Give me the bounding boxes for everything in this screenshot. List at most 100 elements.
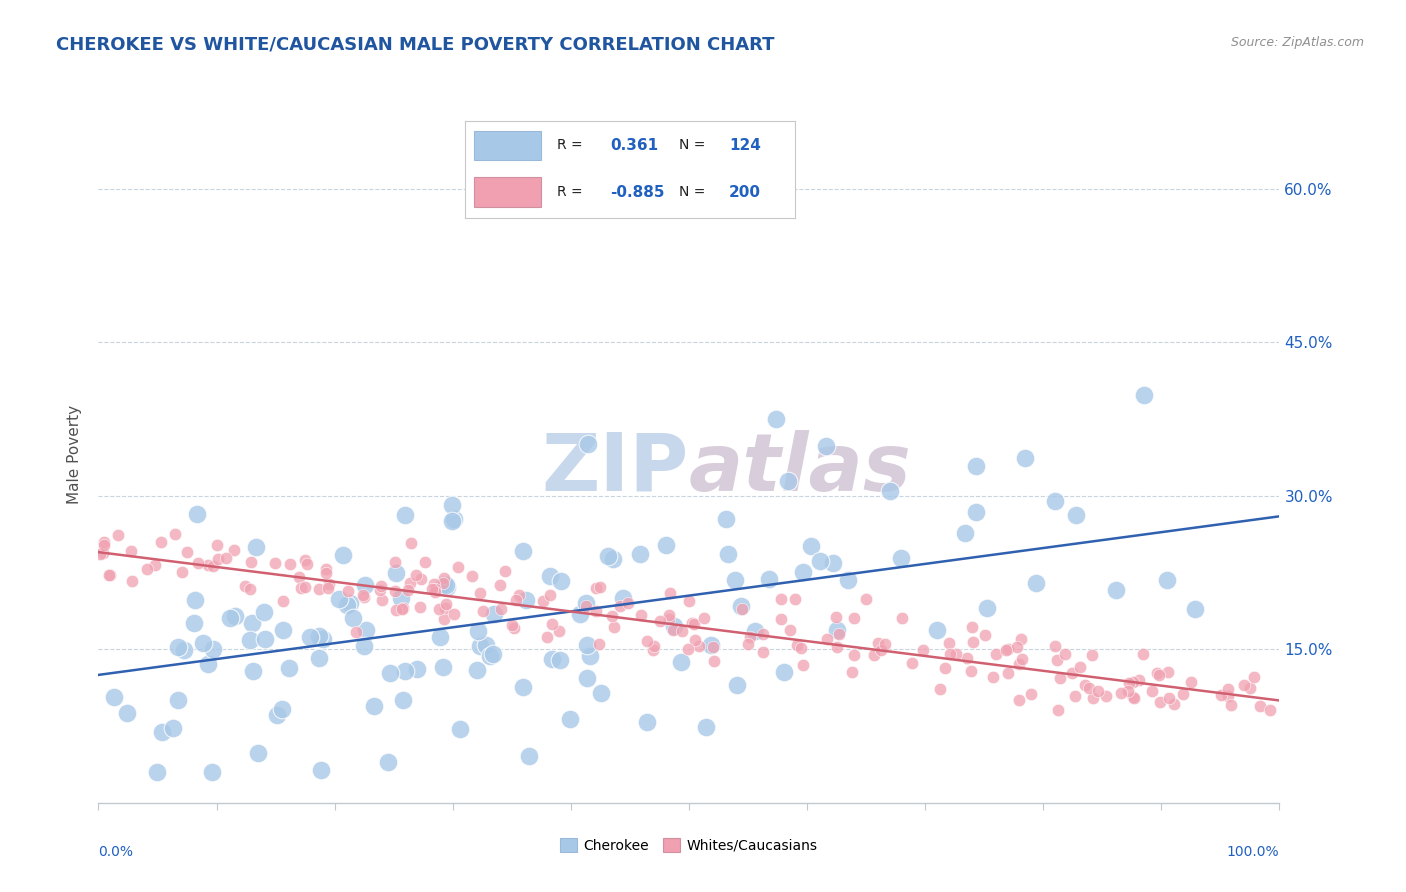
Text: atlas: atlas <box>689 430 911 508</box>
Point <box>939 648 962 662</box>
Point <box>384 583 406 598</box>
Point <box>1060 666 1083 681</box>
Point <box>186 507 208 521</box>
Point <box>550 574 572 588</box>
Point <box>1069 660 1091 674</box>
Point <box>432 575 454 590</box>
Point <box>960 620 983 634</box>
Point <box>443 512 465 526</box>
Point <box>316 581 339 595</box>
Point <box>505 592 527 607</box>
Point <box>294 553 316 567</box>
Point <box>560 712 582 726</box>
Point <box>290 581 312 595</box>
Point <box>377 755 399 769</box>
Point <box>405 662 427 676</box>
Point <box>150 535 173 549</box>
Point <box>792 566 814 580</box>
Point <box>815 439 838 453</box>
Point <box>91 546 114 560</box>
Point <box>1046 653 1069 667</box>
Point <box>368 582 391 597</box>
Point <box>337 583 360 598</box>
Point <box>1043 639 1066 653</box>
Point <box>901 657 924 671</box>
Point <box>576 671 599 685</box>
Point <box>392 601 415 615</box>
Point <box>245 540 267 554</box>
Point <box>912 642 935 657</box>
Point <box>277 661 299 675</box>
Point <box>427 602 450 616</box>
Point <box>1014 450 1036 465</box>
Point <box>790 640 813 655</box>
Point <box>773 665 796 680</box>
Point <box>568 607 591 621</box>
Point <box>1122 690 1144 705</box>
Point <box>575 599 598 614</box>
Point <box>315 566 337 581</box>
Point <box>550 652 572 666</box>
Point <box>636 715 658 730</box>
Point <box>541 617 564 632</box>
Point <box>482 607 505 622</box>
Point <box>962 635 984 649</box>
Point <box>423 577 446 591</box>
Point <box>115 706 138 720</box>
Point <box>752 626 775 640</box>
Point <box>266 707 288 722</box>
Point <box>576 437 599 451</box>
Point <box>617 596 640 610</box>
Point <box>1128 673 1150 688</box>
Point <box>591 685 613 699</box>
Point <box>270 702 292 716</box>
Point <box>1147 668 1170 682</box>
Point <box>429 630 451 644</box>
Point <box>173 643 195 657</box>
Point <box>394 508 416 522</box>
Y-axis label: Male Poverty: Male Poverty <box>67 405 83 505</box>
Point <box>1053 647 1076 661</box>
Point <box>844 611 866 625</box>
Point <box>1083 691 1105 706</box>
Point <box>1171 687 1194 701</box>
Point <box>1010 632 1032 646</box>
Point <box>1008 693 1031 707</box>
Point <box>825 640 848 655</box>
Point <box>842 648 865 663</box>
Point <box>1249 698 1271 713</box>
Point <box>685 633 707 648</box>
Point <box>538 588 561 602</box>
Text: CHEROKEE VS WHITE/CAUCASIAN MALE POVERTY CORRELATION CHART: CHEROKEE VS WHITE/CAUCASIAN MALE POVERTY… <box>56 36 775 54</box>
Point <box>1157 665 1180 679</box>
Point <box>396 582 419 597</box>
Point <box>242 665 264 679</box>
Point <box>1218 682 1240 697</box>
Point <box>336 599 359 613</box>
Point <box>1011 652 1033 666</box>
Point <box>994 642 1017 657</box>
Point <box>1047 703 1070 717</box>
Point <box>1025 576 1047 591</box>
Point <box>440 514 463 528</box>
Point <box>184 592 207 607</box>
Point <box>637 633 659 648</box>
Point <box>693 611 716 625</box>
Point <box>717 547 740 561</box>
Point <box>630 608 652 623</box>
Point <box>765 412 787 426</box>
Point <box>163 527 186 541</box>
Point <box>825 610 848 624</box>
Point <box>394 665 416 679</box>
Point <box>643 639 665 653</box>
Point <box>868 636 890 650</box>
Point <box>600 608 623 623</box>
Point <box>737 637 759 651</box>
Point <box>370 579 392 593</box>
Point <box>207 552 229 566</box>
Point <box>501 617 523 632</box>
Point <box>1005 640 1028 654</box>
Point <box>738 630 761 644</box>
Point <box>730 599 752 613</box>
Point <box>585 581 607 595</box>
